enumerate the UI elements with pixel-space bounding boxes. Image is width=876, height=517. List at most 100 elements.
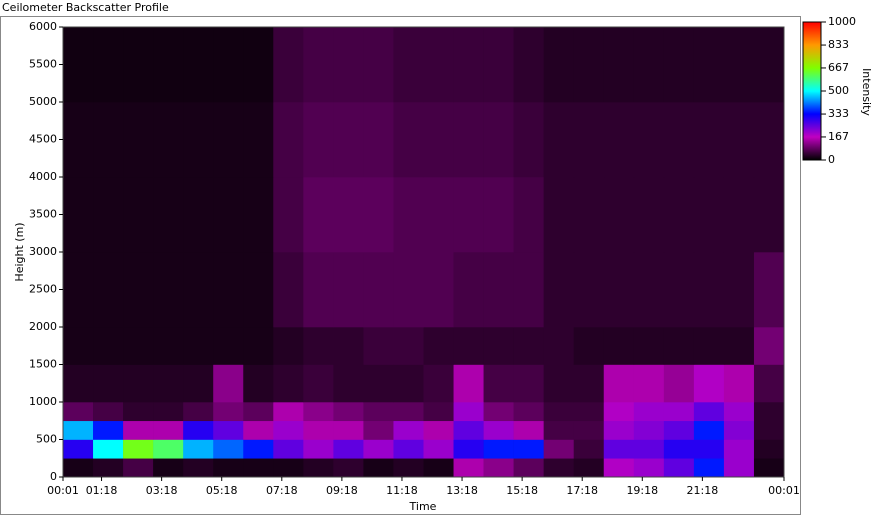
heatmap-cell bbox=[63, 439, 94, 459]
heatmap-cell bbox=[183, 252, 214, 328]
x-tick-label: 19:18 bbox=[626, 484, 658, 497]
heatmap-cell bbox=[453, 252, 484, 328]
heatmap-cell bbox=[483, 458, 514, 478]
heatmap-cell bbox=[663, 458, 695, 478]
heatmap-cell bbox=[693, 420, 725, 440]
heatmap-cell bbox=[273, 327, 304, 365]
heatmap-cell bbox=[393, 439, 424, 459]
heatmap-cell bbox=[303, 364, 334, 403]
x-axis-label: Time bbox=[409, 500, 437, 513]
heatmap-cell bbox=[693, 102, 725, 178]
x-tick-label: 11:18 bbox=[386, 484, 418, 497]
heatmap-cell bbox=[93, 420, 124, 440]
heatmap-cell bbox=[573, 420, 605, 440]
heatmap-cell bbox=[693, 439, 725, 459]
heatmap-cell bbox=[603, 402, 635, 422]
y-tick-label: 5500 bbox=[29, 58, 57, 71]
heatmap-cell bbox=[333, 420, 364, 440]
heatmap-cell bbox=[453, 402, 484, 422]
heatmap-cell bbox=[543, 420, 575, 440]
heatmap-cell bbox=[63, 102, 94, 178]
colorbar-tick-label: 833 bbox=[828, 38, 849, 51]
heatmap-cell bbox=[393, 327, 424, 365]
heatmap-cell bbox=[273, 364, 304, 403]
heatmap-cell bbox=[153, 364, 184, 403]
heatmap-cell bbox=[603, 327, 635, 365]
heatmap-cell bbox=[573, 364, 605, 403]
heatmap-cell bbox=[633, 102, 665, 178]
heatmap-cell bbox=[63, 458, 94, 478]
heatmap-cell bbox=[363, 177, 394, 253]
heatmap-cell bbox=[633, 439, 665, 459]
heatmap-cell bbox=[183, 402, 214, 422]
colorbar-tick-label: 0 bbox=[828, 153, 835, 166]
heatmap-cell bbox=[63, 420, 94, 440]
heatmap-cell bbox=[393, 177, 424, 253]
heatmap-cell bbox=[453, 177, 484, 253]
heatmap-cell bbox=[633, 402, 665, 422]
heatmap-cell bbox=[483, 102, 514, 178]
heatmap-cell bbox=[183, 177, 214, 253]
heatmap-cell bbox=[543, 364, 575, 403]
heatmap-cell bbox=[483, 177, 514, 253]
heatmap-cell bbox=[573, 102, 605, 178]
heatmap-cell bbox=[333, 102, 364, 178]
heatmap-cell bbox=[213, 177, 244, 253]
colorbar-tick-label: 167 bbox=[828, 130, 849, 143]
heatmap-cell bbox=[93, 327, 124, 365]
heatmap-cell bbox=[123, 27, 154, 103]
heatmap-cell bbox=[663, 27, 695, 103]
y-tick-label: 4000 bbox=[29, 170, 57, 183]
heatmap-cell bbox=[603, 458, 635, 478]
heatmap-cell bbox=[633, 252, 665, 328]
heatmap-cell bbox=[123, 364, 154, 403]
heatmap-cell bbox=[63, 327, 94, 365]
heatmap-cell bbox=[423, 27, 454, 103]
heatmap-cell bbox=[333, 177, 364, 253]
x-tick-label: 00:01 bbox=[47, 484, 79, 497]
heatmap-cell bbox=[393, 420, 424, 440]
heatmap-cell bbox=[243, 327, 274, 365]
heatmap-cell bbox=[183, 439, 214, 459]
heatmap-cell bbox=[573, 439, 605, 459]
heatmap-cell bbox=[123, 458, 154, 478]
heatmap-cell bbox=[453, 27, 484, 103]
colorbar bbox=[802, 21, 822, 161]
heatmap-cell bbox=[183, 327, 214, 365]
heatmap-cell bbox=[723, 177, 755, 253]
heatmap-cell bbox=[213, 420, 244, 440]
heatmap-cell bbox=[423, 252, 454, 328]
heatmap-cell bbox=[453, 420, 484, 440]
heatmap-cell bbox=[663, 364, 695, 403]
heatmap-cell bbox=[303, 102, 334, 178]
heatmap-cell bbox=[333, 364, 364, 403]
heatmap-cell bbox=[753, 458, 785, 478]
heatmap-cell bbox=[453, 327, 484, 365]
heatmap-cell bbox=[183, 102, 214, 178]
heatmap-cell bbox=[543, 458, 575, 478]
heatmap-cell bbox=[483, 27, 514, 103]
heatmap-cell bbox=[273, 420, 304, 440]
heatmap-cell bbox=[663, 102, 695, 178]
heatmap-cell bbox=[333, 27, 364, 103]
heatmap-cell bbox=[723, 458, 755, 478]
colorbar-tick-label: 667 bbox=[828, 61, 849, 74]
heatmap-cell bbox=[453, 364, 484, 403]
heatmap-cell bbox=[753, 439, 785, 459]
heatmap-cell bbox=[363, 420, 394, 440]
x-tick-label: 01:18 bbox=[86, 484, 118, 497]
y-tick-label: 1500 bbox=[29, 358, 57, 371]
heatmap-cell bbox=[333, 327, 364, 365]
heatmap-cell bbox=[273, 402, 304, 422]
heatmap-cell bbox=[603, 102, 635, 178]
heatmap-cell bbox=[723, 252, 755, 328]
heatmap-cell bbox=[123, 439, 154, 459]
heatmap-cell bbox=[303, 27, 334, 103]
heatmap-cell bbox=[513, 252, 544, 328]
heatmap-cell bbox=[63, 364, 94, 403]
heatmap-cell bbox=[693, 458, 725, 478]
heatmap-cell bbox=[363, 327, 394, 365]
y-tick-label: 0 bbox=[50, 470, 57, 483]
heatmap-cell bbox=[663, 252, 695, 328]
